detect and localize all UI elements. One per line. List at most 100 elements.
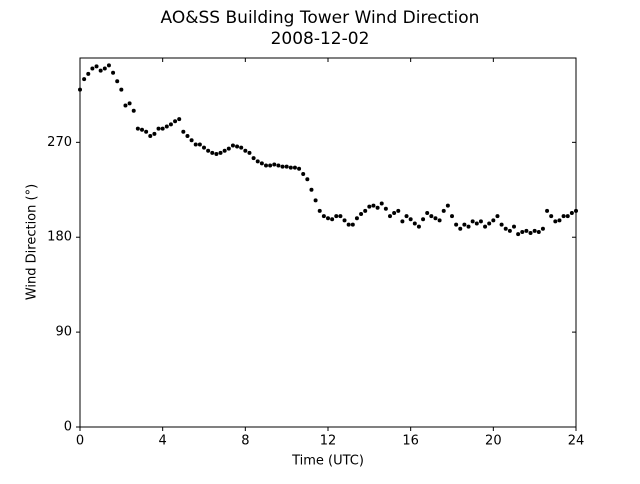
data-point	[193, 142, 198, 147]
plot-frame	[79, 57, 577, 428]
data-point	[177, 117, 182, 122]
data-point	[218, 150, 223, 155]
x-axis-label: Time (UTC)	[291, 454, 364, 469]
data-point	[441, 208, 446, 213]
data-point	[297, 166, 302, 171]
x-tick-label: 12	[320, 434, 337, 449]
x-tick-label: 16	[402, 434, 419, 449]
data-point	[503, 226, 508, 231]
data-point	[338, 214, 343, 219]
data-point	[235, 144, 240, 149]
data-point	[98, 68, 103, 73]
data-point	[210, 150, 215, 155]
data-point	[313, 198, 318, 203]
data-point	[388, 214, 392, 219]
data-point	[532, 228, 537, 233]
data-point	[284, 164, 289, 169]
data-point	[330, 217, 335, 222]
data-point	[545, 208, 550, 213]
x-tick-label: 4	[159, 434, 167, 449]
data-point	[574, 208, 578, 213]
data-point	[243, 148, 248, 153]
data-point	[379, 201, 384, 206]
data-point	[549, 214, 554, 219]
data-point	[123, 103, 128, 108]
y-tick-label: 270	[47, 135, 72, 150]
data-point	[536, 229, 541, 234]
data-point	[317, 208, 322, 213]
data-point	[264, 163, 268, 168]
data-point	[425, 210, 430, 215]
data-point	[259, 161, 264, 166]
x-tick-label: 20	[485, 434, 502, 449]
data-point	[152, 131, 157, 136]
data-point	[115, 79, 120, 84]
data-point	[516, 232, 521, 237]
data-point	[416, 224, 421, 229]
data-point	[206, 148, 211, 153]
data-point	[144, 129, 149, 134]
data-point	[478, 219, 483, 224]
data-point	[131, 108, 136, 113]
data-point	[495, 214, 500, 219]
data-point	[392, 210, 397, 215]
data-point	[185, 134, 190, 139]
data-point	[272, 162, 277, 167]
y-axis-label: Wind Direction (°)	[25, 184, 40, 300]
data-point	[421, 217, 426, 222]
data-point	[483, 224, 488, 229]
data-point	[222, 148, 227, 153]
data-point	[214, 151, 219, 156]
data-point	[102, 66, 107, 71]
data-point	[288, 165, 293, 170]
data-point	[305, 177, 310, 182]
data-point	[383, 206, 388, 211]
data-point	[520, 229, 525, 234]
data-point	[173, 119, 178, 124]
data-point	[404, 214, 409, 219]
data-point	[226, 146, 231, 151]
data-point	[140, 127, 144, 132]
data-point	[433, 216, 438, 221]
data-point	[396, 208, 401, 213]
data-point	[148, 134, 153, 139]
data-point	[251, 156, 256, 161]
data-point	[230, 143, 235, 148]
data-point	[106, 63, 111, 68]
y-tick-label: 180	[47, 230, 72, 245]
data-point	[474, 221, 479, 226]
data-point	[540, 226, 545, 231]
data-point	[181, 129, 186, 134]
data-point	[94, 64, 99, 69]
data-point	[309, 187, 314, 192]
data-point	[524, 228, 529, 233]
data-point	[346, 222, 351, 227]
data-point	[156, 126, 161, 131]
data-point	[111, 70, 116, 75]
data-point	[86, 71, 91, 76]
data-point	[342, 218, 347, 223]
data-point	[168, 122, 173, 127]
data-point	[78, 87, 82, 92]
x-tick-label: 24	[568, 434, 585, 449]
data-point	[454, 222, 459, 227]
data-point	[528, 231, 533, 236]
data-point	[354, 216, 359, 221]
data-point	[445, 203, 450, 208]
data-point	[280, 164, 285, 169]
chart-title: AO&SS Building Tower Wind Direction	[161, 8, 480, 28]
data-point	[367, 204, 372, 209]
data-point	[412, 221, 417, 226]
data-point	[164, 124, 169, 129]
data-point	[202, 145, 206, 150]
data-point	[429, 214, 434, 219]
data-point	[82, 77, 87, 82]
data-point	[247, 150, 252, 155]
data-point	[255, 159, 260, 164]
data-point	[127, 101, 132, 106]
data-point	[491, 218, 496, 223]
data-point	[197, 142, 202, 147]
data-point	[470, 219, 475, 224]
data-point	[561, 214, 566, 219]
